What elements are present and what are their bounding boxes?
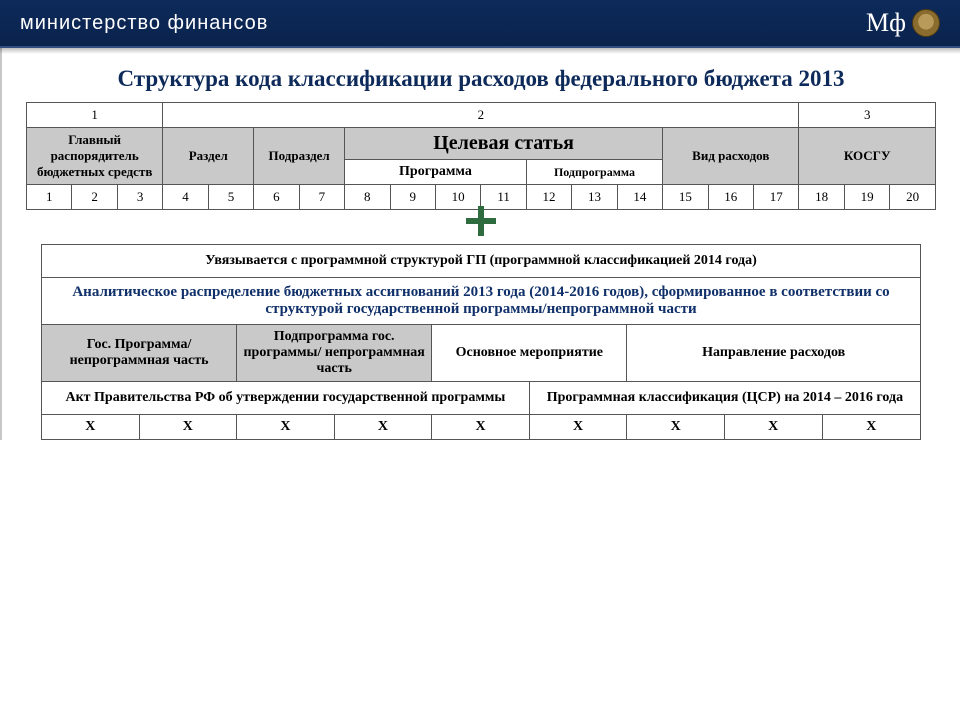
lower-table-wrap: Увязывается с программной структурой ГП … xyxy=(41,244,921,440)
digit-cell: 18 xyxy=(799,185,844,210)
digit-cell: 1 xyxy=(27,185,72,210)
digit-cell: 16 xyxy=(708,185,753,210)
link-text: Увязывается с программной структурой ГП … xyxy=(42,245,921,278)
x-cell: X xyxy=(42,415,140,440)
digit-cell: 17 xyxy=(754,185,799,210)
col-kosgu: КОСГУ xyxy=(799,128,936,185)
cat-d: Направление расходов xyxy=(627,325,921,382)
digit-cell: 5 xyxy=(208,185,253,210)
header-row-1: Главный распорядитель бюджетных средств … xyxy=(27,128,936,160)
x-cell: X xyxy=(822,415,921,440)
analytic-text: Аналитическое распределение бюджетных ас… xyxy=(42,278,921,325)
digit-cell: 15 xyxy=(663,185,708,210)
structure-table: 1 2 3 Главный распорядитель бюджетных ср… xyxy=(26,102,936,210)
ministry-name: министерство финансов xyxy=(20,12,268,35)
row-link: Увязывается с программной структурой ГП … xyxy=(42,245,921,278)
prog-class-text: Программная классификация (ЦСР) на 2014 … xyxy=(529,382,920,415)
col-podprogramma: Подпрограмма xyxy=(526,160,662,185)
row-cats: Гос. Программа/ непрограммная часть Подп… xyxy=(42,325,921,382)
cat-b: Подпрограмма гос. программы/ непрограммн… xyxy=(237,325,432,382)
digit-cell: 19 xyxy=(844,185,889,210)
act-text: Акт Правительства РФ об утверждении госу… xyxy=(42,382,530,415)
x-cell: X xyxy=(627,415,725,440)
group-3: 3 xyxy=(799,103,936,128)
digit-cell: 7 xyxy=(299,185,344,210)
col-podrazdel: Подраздел xyxy=(254,128,345,185)
col-grbs: Главный распорядитель бюджетных средств xyxy=(27,128,163,185)
digit-cell: 13 xyxy=(572,185,617,210)
digit-cell: 6 xyxy=(254,185,299,210)
digit-cell: 8 xyxy=(345,185,390,210)
digit-cell: 12 xyxy=(526,185,571,210)
col-razdel: Раздел xyxy=(163,128,254,185)
x-cell: X xyxy=(334,415,432,440)
digit-cell: 14 xyxy=(617,185,662,210)
page-title: Структура кода классификации расходов фе… xyxy=(26,66,936,92)
digit-cell: 2 xyxy=(72,185,117,210)
row-acts: Акт Правительства РФ об утверждении госу… xyxy=(42,382,921,415)
x-cell: X xyxy=(237,415,335,440)
x-cell: X xyxy=(432,415,530,440)
row-x: X X X X X X X X X xyxy=(42,415,921,440)
x-cell: X xyxy=(529,415,627,440)
x-cell: X xyxy=(139,415,237,440)
digit-cell: 4 xyxy=(163,185,208,210)
digit-cell: 9 xyxy=(390,185,435,210)
plus-icon xyxy=(466,206,496,236)
digit-cell: 20 xyxy=(890,185,936,210)
cat-c: Основное мероприятие xyxy=(432,325,627,382)
logo-block: Мф xyxy=(866,8,940,38)
group-2: 2 xyxy=(163,103,799,128)
group-1: 1 xyxy=(27,103,163,128)
digit-cell: 3 xyxy=(117,185,162,210)
header-shadow xyxy=(0,48,960,54)
group-row: 1 2 3 xyxy=(27,103,936,128)
row-analytic: Аналитическое распределение бюджетных ас… xyxy=(42,278,921,325)
logo-letters: Мф xyxy=(866,8,906,38)
col-target-article: Целевая статья xyxy=(345,128,663,160)
page-body: Структура кода классификации расходов фе… xyxy=(0,48,960,440)
col-programma: Программа xyxy=(345,160,527,185)
emblem-icon xyxy=(912,9,940,37)
x-cell: X xyxy=(724,415,822,440)
app-header: министерство финансов Мф xyxy=(0,0,960,48)
cat-a: Гос. Программа/ непрограммная часть xyxy=(42,325,237,382)
analytic-table: Увязывается с программной структурой ГП … xyxy=(41,244,921,440)
col-vid: Вид расходов xyxy=(663,128,799,185)
